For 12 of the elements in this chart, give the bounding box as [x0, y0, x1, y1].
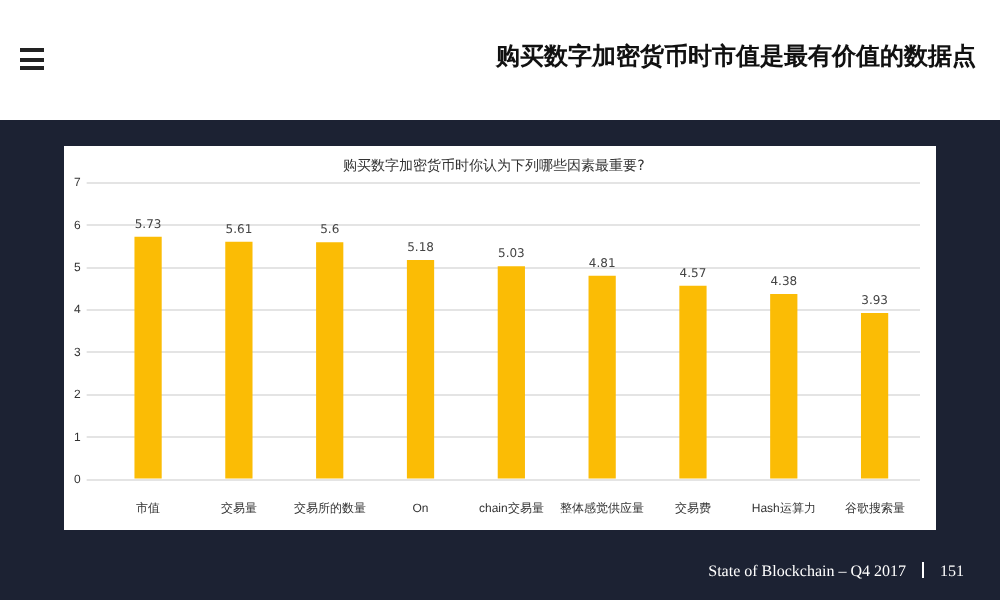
text: 151 [940, 562, 964, 580]
text: State of Blockchain – Q4 2017 [708, 562, 906, 580]
bar [134, 236, 162, 479]
bar [316, 242, 344, 479]
bar [770, 293, 798, 479]
bar [860, 312, 889, 479]
text: 购买数字加密货币时市值是最有价值的数据点 [496, 40, 976, 74]
bar [588, 275, 616, 479]
bar [406, 259, 435, 479]
bar [679, 285, 707, 479]
bar [497, 266, 525, 479]
bar [225, 241, 253, 479]
